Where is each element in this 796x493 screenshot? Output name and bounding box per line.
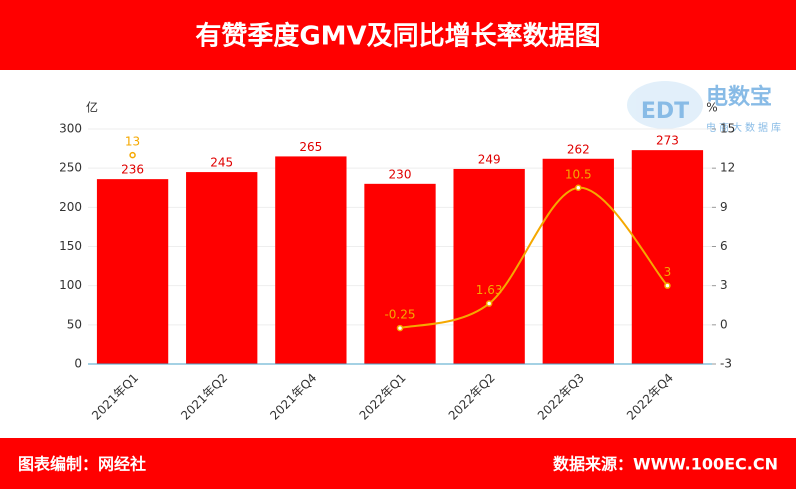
y-tick-label: 0 [74,357,82,371]
bar [96,179,169,364]
bar-value-label: 245 [210,156,233,170]
bar [275,156,347,364]
bar [364,183,436,364]
line-point [129,151,136,159]
footer-left: 图表编制：网经社 [18,455,146,474]
line-point [575,184,582,191]
y-tick-label: 50 [67,317,82,331]
bar-value-label: 265 [299,140,322,154]
line-value-label: 1.63 [476,283,503,297]
bar [631,150,704,364]
y-tick-label: 150 [59,239,82,253]
x-tick-label: 2022年Q3 [535,371,587,423]
line [399,186,669,330]
y2-tick-label: -3 [720,357,732,371]
bar-value-label: 236 [121,163,144,177]
bar [453,168,525,364]
footer-right: 数据来源：WWW.100EC.CN [553,455,778,474]
logo-tagline: 电商大数据库 [706,121,784,134]
y-tick-label: 250 [59,161,82,175]
y2-tick-label: 12 [720,161,735,175]
line-value-label: -0.25 [384,308,415,322]
line-point [396,324,404,332]
y-tick-label: 100 [59,278,82,292]
logo-cloud [627,81,703,129]
line-point [485,300,493,307]
chart-title: 有赞季度GMV及同比增长率数据图 [195,21,600,52]
x-tick-label: 2022年Q4 [624,371,676,423]
x-tick-label: 2021年Q1 [89,371,141,423]
y2-axis-label: % [706,101,717,115]
y2-tick-label: 0 [720,317,728,331]
y2-tick-label: 3 [720,278,728,292]
bar-value-label: 249 [478,152,501,166]
line-point [664,282,671,289]
y2-tick-label: 15 [720,122,735,136]
y2-tick-label: 6 [720,239,728,253]
line-value-label: 3 [664,265,672,279]
bar [186,172,258,364]
x-tick-label: 2021年Q2 [178,371,230,423]
x-tick-label: 2021年Q4 [267,371,319,423]
x-tick-label: 2022年Q1 [357,371,409,423]
bar [542,158,614,364]
y2-tick-label: 9 [720,200,728,214]
footer-band [0,438,796,489]
y-axis-label: 亿 [86,100,98,115]
logo-text: 电数宝 [706,84,772,110]
y-tick-label: 200 [59,200,82,214]
line-value-label: 13 [125,135,140,149]
bar-value-label: 262 [567,142,590,156]
bar-value-label: 230 [389,167,412,181]
logo-mark: EDT [641,99,689,124]
bar-value-label: 273 [656,134,679,148]
line-value-label: 10.5 [565,167,592,181]
header-band [0,0,796,70]
y-tick-label: 300 [59,122,82,136]
logo: EDT 电数宝 电商大数据库 [627,81,784,134]
x-tick-label: 2022年Q2 [446,371,498,423]
